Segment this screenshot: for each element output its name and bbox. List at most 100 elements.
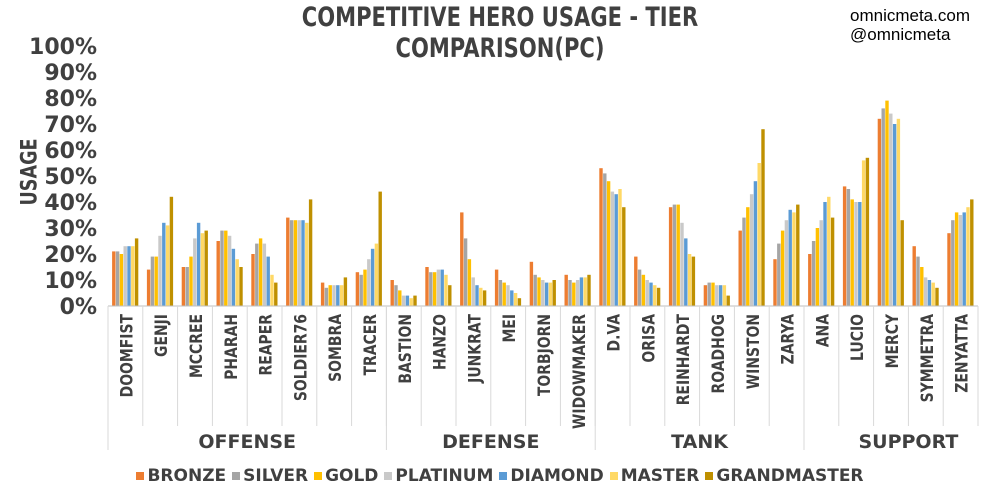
bar-bronze-symmetra [912,246,916,306]
bar-diamond-soldier76 [301,220,305,306]
category-label: D.VA [604,314,624,351]
credit-website: omnicmeta.com [850,6,970,25]
bar-grandmaster-winston [761,129,765,306]
bar-bronze-ana [808,254,812,306]
bar-grandmaster-pharah [239,267,243,306]
bar-diamond-widowmaker [579,277,584,306]
group-label: DEFENSE [442,431,539,453]
bar-silver-widowmaker [568,280,572,306]
legend-swatch [705,472,714,480]
bar-silver-doomfist [115,251,120,306]
bar-silver-pharah [220,230,224,306]
bar-platinum-lucio [854,202,858,306]
legend-label: BRONZE [147,466,227,486]
category-label: ZARYA [778,314,798,364]
bar-grandmaster-reaper [274,282,278,306]
y-tick-label: 40% [44,191,97,216]
bar-diamond-orisa [649,282,653,306]
bar-diamond-ana [823,202,827,306]
y-tick-label: 30% [44,217,97,242]
bar-platinum-torbjorn [541,280,545,306]
bar-bronze-mercy [877,118,882,306]
bar-silver-bastion [394,285,398,306]
legend-item: DIAMOND [499,466,604,486]
legend-item: BRONZE [136,466,226,486]
bar-platinum-reaper [262,243,267,306]
bar-silver-reinhardt [672,204,677,306]
bar-silver-mei [498,280,503,306]
bar-bronze-orisa [634,256,638,306]
bar-platinum-bastion [401,295,406,306]
bar-diamond-roadhog [718,285,723,306]
bar-grandmaster-bastion [413,295,417,306]
bar-diamond-doomfist [127,246,131,306]
bar-diamond-sombra [336,285,340,306]
bar-platinum-hanzo [436,269,441,306]
y-tick-label: 70% [44,113,97,138]
bar-silver-sombra [324,287,329,306]
bar-platinum-genji [158,235,162,306]
bar-master-zenyatta [966,207,970,306]
category-label: TRACER [361,314,381,375]
bar-bronze-bastion [390,280,394,306]
bar-platinum-roadhog [715,285,719,306]
category-label: ROADHOG [709,314,729,393]
category-label: SYMMETRA [917,314,937,402]
legend-label: DIAMOND [510,466,604,486]
bar-silver-genji [150,256,155,306]
category-label: MERCY [883,313,903,368]
y-tick-label: 100% [29,35,97,60]
bar-diamond-genji [162,222,166,306]
bar-silver-roadhog [707,282,711,306]
category-label: DOOMFIST [117,314,137,398]
bar-platinum-soldier76 [297,220,301,306]
bar-grandmaster-mccree [204,230,208,306]
bar-diamond-mccree [196,222,201,306]
bar-platinum-sombra [332,285,336,306]
bar-bronze-soldier76 [286,217,290,306]
bar-gold-genji [154,256,158,306]
bar-master-soldier76 [305,222,309,306]
bar-silver-lucio [846,189,851,306]
legend-swatch [136,472,145,480]
bar-gold-torbjorn [537,277,541,306]
category-label: REINHARDT [674,314,694,406]
bar-master-winston [757,163,761,306]
bar-grandmaster-genji [169,196,174,306]
bar-bronze-tracer [355,272,360,306]
bar-bronze-winston [738,230,742,306]
bar-bronze-torbjorn [529,261,534,306]
legend-label: PLATINUM [395,466,494,486]
bar-grandmaster-junkrat [482,290,487,306]
bar-master-tracer [374,243,379,306]
bar-gold-doomfist [119,254,124,306]
category-label: ORISA [639,314,659,363]
bar-silver-symmetra [916,256,920,306]
bar-gold-widowmaker [572,282,576,306]
bar-gold-zenyatta [954,212,959,306]
bar-silver-winston [742,217,746,306]
bar-bronze-mei [494,269,499,306]
bar-gold-soldier76 [293,220,298,306]
category-label: WIDOWMAKER [569,314,589,429]
category-label: LUCIO [848,314,868,361]
bar-silver-torbjorn [533,274,537,306]
bar-gold-lucio [850,199,854,306]
bar-master-ana [827,196,831,306]
bar-platinum-zarya [784,220,789,306]
bar-gold-mccree [189,256,193,306]
bar-silver-reaper [255,243,259,306]
bar-grandmaster-doomfist [134,238,139,306]
bar-silver-zenyatta [951,220,955,306]
bar-master-roadhog [722,285,727,306]
bar-grandmaster-mei [517,298,522,306]
bar-master-bastion [409,298,413,306]
bar-diamond-mercy [892,124,897,306]
bar-master-zarya [792,212,796,306]
bar-bronze-zarya [773,259,777,306]
bar-platinum-winston [749,194,754,306]
category-label: SOMBRA [326,314,346,382]
bar-master-junkrat [479,287,483,306]
bar-bronze-pharah [216,241,220,306]
bar-diamond-torbjorn [544,282,549,306]
